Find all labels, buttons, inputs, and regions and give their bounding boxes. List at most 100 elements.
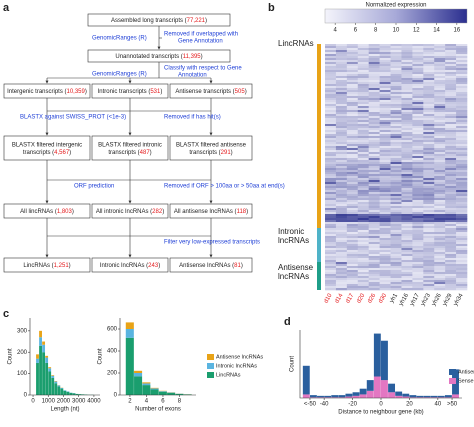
heatmap-cell — [357, 276, 369, 279]
heatmap-cell — [346, 278, 359, 281]
heatmap-cell — [423, 254, 435, 257]
heatmap-cell — [379, 278, 391, 281]
heatmap-cell — [346, 284, 359, 287]
heatmap-cell — [346, 158, 359, 161]
heatmap-cell — [456, 106, 468, 109]
heatmap-cell — [423, 116, 435, 119]
heatmap-cell — [445, 146, 457, 149]
histogram-bar — [430, 395, 438, 398]
legend-label: Sense — [458, 378, 474, 384]
y-tick-label: 0 — [114, 393, 118, 399]
heatmap-cell — [379, 250, 391, 253]
heatmap-cell — [368, 222, 380, 225]
heatmap-cell — [445, 108, 457, 111]
group-label: lncRNAs — [278, 272, 309, 281]
heatmap-cell — [357, 222, 369, 225]
heatmap-cell — [456, 264, 468, 267]
heatmap-cell — [346, 112, 359, 115]
heatmap-cell — [346, 48, 359, 51]
column-label: yh23 — [420, 292, 432, 307]
heatmap-cell — [325, 84, 337, 87]
heatmap-cell — [379, 200, 391, 203]
heatmap-cell — [423, 48, 435, 51]
heatmap-cell — [390, 60, 402, 63]
flow-text: transcripts ( — [23, 149, 54, 155]
heatmap-cell — [335, 50, 348, 53]
heatmap-cell — [412, 228, 424, 231]
heatmap-cell — [325, 132, 337, 135]
histogram-bar — [60, 388, 64, 395]
heatmap-cell — [456, 132, 468, 135]
heatmap-cell — [325, 190, 337, 193]
heatmap-cell — [390, 164, 402, 167]
heatmap-cell — [434, 52, 446, 55]
group-label: lncRNAs — [278, 236, 309, 245]
heatmap-cell — [357, 56, 369, 59]
heatmap-cell — [445, 168, 457, 171]
heatmap-cell — [456, 82, 468, 85]
heatmap-cell — [412, 90, 424, 93]
flow-text: 77,221 — [187, 18, 206, 24]
heatmap-cell — [423, 270, 435, 273]
heatmap-cell — [445, 196, 457, 199]
heatmap-cell — [434, 78, 446, 81]
heatmap-cell — [325, 236, 337, 239]
heatmap-cell — [434, 132, 446, 135]
axis — [299, 330, 462, 399]
heatmap-cell — [335, 244, 348, 247]
heatmap-cell — [390, 172, 402, 175]
heatmap-cell — [445, 238, 457, 241]
heatmap-cell — [434, 276, 446, 279]
heatmap-cell — [390, 176, 402, 179]
heatmap-cell — [423, 110, 435, 113]
heatmap-cell — [379, 114, 391, 117]
heatmap-cell — [412, 132, 424, 135]
heatmap-cell — [368, 130, 380, 133]
heatmap-cell — [401, 264, 413, 267]
flow-text: ) — [72, 209, 74, 215]
heatmap-cell — [423, 176, 435, 179]
histogram-bar — [42, 352, 46, 395]
heatmap-cell — [346, 98, 359, 101]
heatmap-cell — [390, 162, 402, 165]
heatmap-cell — [434, 182, 446, 185]
heatmap-cell — [434, 72, 446, 75]
heatmap-cell — [368, 220, 380, 223]
heatmap-cell — [368, 258, 380, 261]
heatmap-cell — [423, 276, 435, 279]
heatmap-cell — [325, 98, 337, 101]
heatmap-cell — [325, 166, 337, 169]
heatmap-cell — [325, 148, 337, 151]
heatmap-cell — [445, 68, 457, 71]
heatmap-cell — [346, 280, 359, 283]
heatmap-cell — [357, 142, 369, 145]
heatmap-cell — [401, 288, 413, 291]
legend-swatch — [207, 354, 214, 360]
flow-text: 118 — [237, 209, 247, 215]
heatmap-cell — [357, 186, 369, 189]
histogram-bar — [142, 383, 151, 386]
heatmap-cell — [412, 272, 424, 275]
heatmap-cell — [390, 50, 402, 53]
heatmap-cell — [412, 256, 424, 259]
heatmap-cell — [412, 66, 424, 69]
heatmap-cell — [357, 178, 369, 181]
heatmap-cell — [379, 238, 391, 241]
heatmap-cell — [325, 168, 337, 171]
heatmap-cell — [335, 60, 348, 63]
heatmap-cell — [335, 66, 348, 69]
heatmap-cell — [390, 166, 402, 169]
heatmap-cell — [401, 152, 413, 155]
heatmap-cell — [335, 78, 348, 81]
heatmap-cell — [346, 134, 359, 137]
heatmap-cell — [401, 102, 413, 105]
heatmap-cell — [445, 126, 457, 129]
heatmap-cell — [423, 108, 435, 111]
heatmap-cell — [346, 146, 359, 149]
heatmap-cell — [456, 260, 468, 263]
heatmap-cell — [456, 110, 468, 113]
heatmap-cell — [412, 278, 424, 281]
heatmap-cell — [445, 232, 457, 235]
heatmap-cell — [434, 46, 446, 49]
heatmap-cell — [368, 226, 380, 229]
